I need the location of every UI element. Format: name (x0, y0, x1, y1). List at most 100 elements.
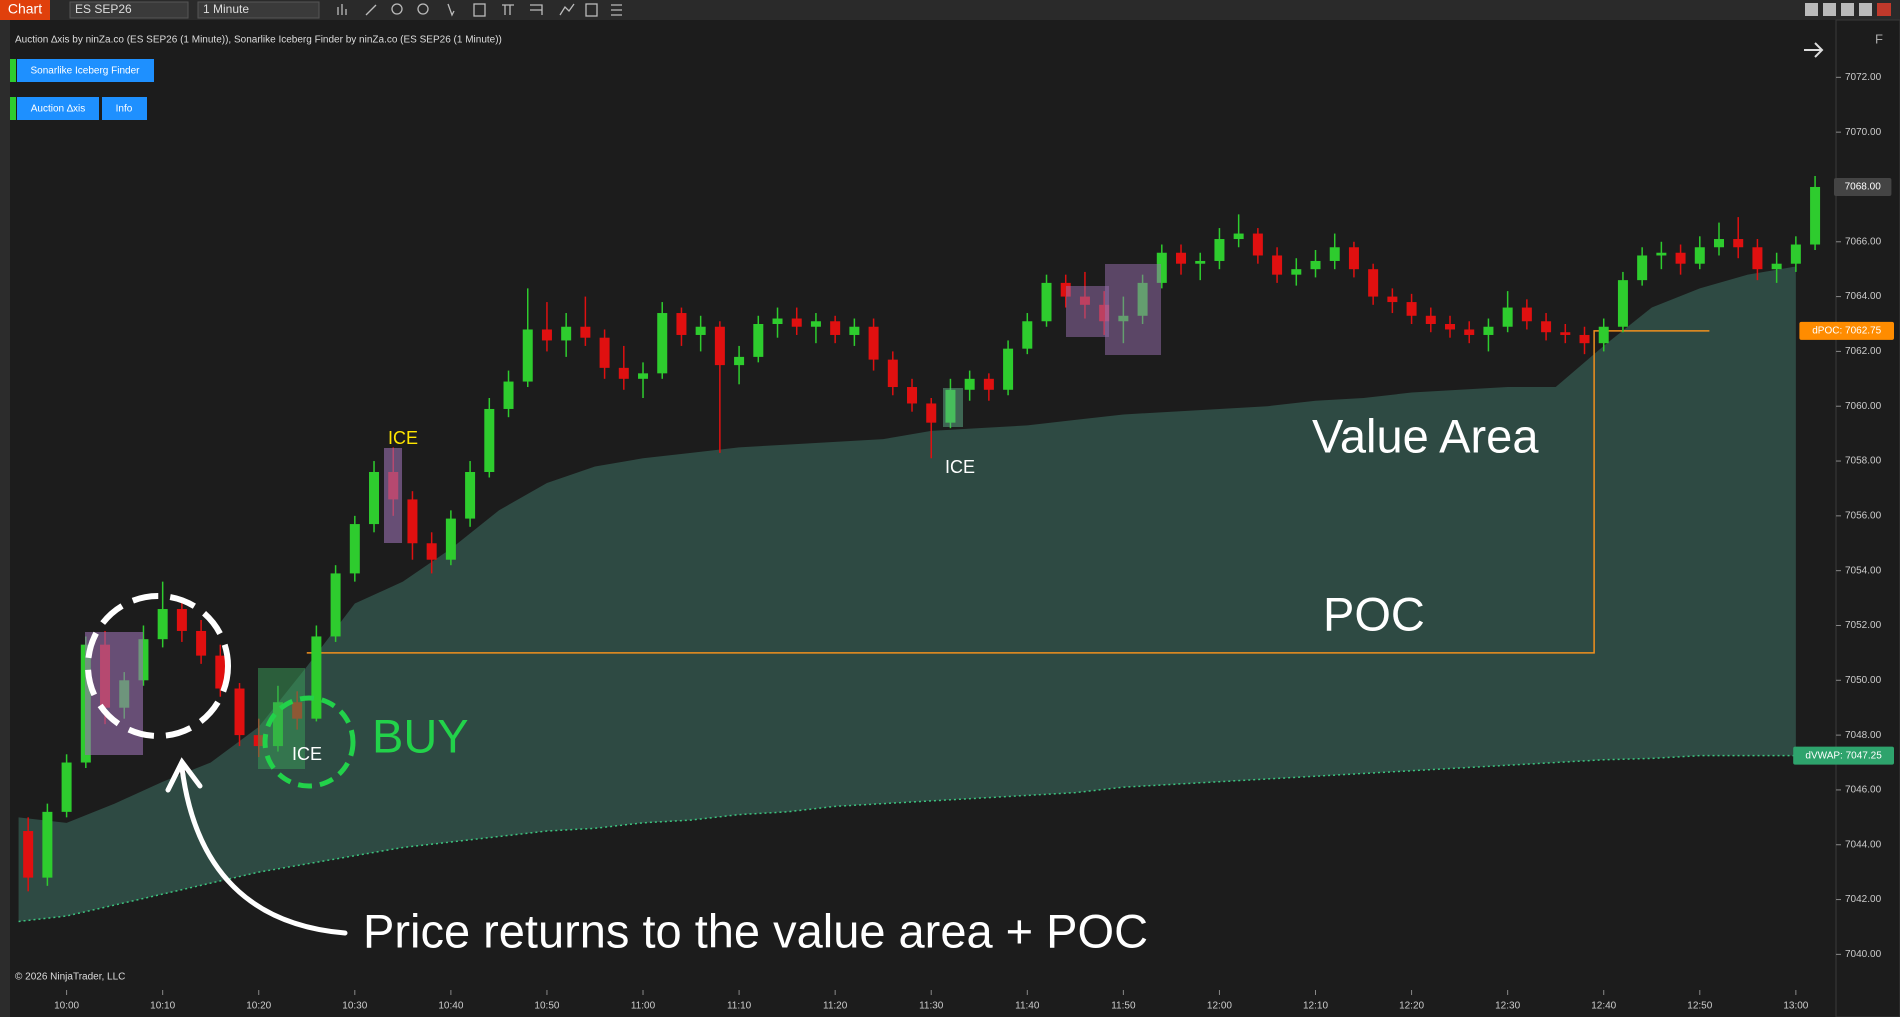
candle-body (753, 324, 764, 357)
x-tick-label: 10:30 (342, 1001, 367, 1012)
candle-body (1406, 302, 1417, 316)
candle-body (426, 543, 437, 560)
candle-body (638, 373, 649, 379)
y-tick-label: 7070.00 (1845, 127, 1882, 138)
price-tag (1793, 746, 1894, 765)
x-tick-label: 12:50 (1687, 1001, 1712, 1012)
button[interactable] (102, 97, 147, 120)
candle-body (1541, 321, 1552, 333)
candle-body (983, 378, 994, 390)
y-tick-label: 7054.00 (1845, 565, 1882, 576)
candle-body (618, 367, 629, 379)
x-tick-label: 11:20 (823, 1001, 848, 1012)
candle-body (657, 313, 668, 374)
ice-label: ICE (292, 744, 322, 764)
price-tag-label: dPOC: 7062.75 (1812, 325, 1881, 336)
x-tick-label: 10:20 (246, 1001, 271, 1012)
candle-body (810, 321, 821, 327)
y-tick-label: 7052.00 (1845, 620, 1882, 631)
candle-body (1694, 247, 1705, 264)
note: Price returns to the value area + POC (363, 904, 1148, 957)
candle-body (1560, 332, 1571, 335)
x-tick-label: 11:40 (1015, 1001, 1040, 1012)
interval-box[interactable] (197, 1, 320, 19)
y-tick-label: 7058.00 (1845, 456, 1882, 467)
candle-body (1752, 247, 1763, 270)
candle-body (1502, 307, 1513, 327)
candle-body (1714, 239, 1725, 248)
instrument: ES SEP26 (75, 2, 132, 16)
y-tick-label: 7042.00 (1845, 894, 1882, 905)
left-border (0, 20, 10, 1017)
candle-body (1041, 282, 1052, 322)
y-tick-label: 7066.00 (1845, 236, 1882, 247)
candle-body (599, 337, 610, 368)
x-tick-label: 10:40 (438, 1001, 463, 1012)
candle-body (369, 472, 380, 525)
candle-body (830, 321, 841, 335)
price-tag (1834, 177, 1892, 196)
y-tick-label: 7048.00 (1845, 730, 1882, 741)
candle-body (907, 387, 918, 404)
instrument-box[interactable] (69, 1, 189, 19)
candle-body (61, 762, 72, 812)
interval: 1 Minute (203, 2, 249, 16)
candle-body (349, 524, 360, 574)
y-tick-label: 7062.00 (1845, 346, 1882, 357)
candle-body (1617, 280, 1628, 327)
value-area-label: Value Area (1312, 409, 1539, 462)
vwap-line (18, 754, 1796, 923)
candle-body (1329, 247, 1340, 261)
candle-body (1195, 260, 1206, 264)
candle-body (734, 356, 745, 366)
ice-label: ICE (388, 428, 418, 448)
candle-body (138, 639, 149, 681)
candle-body (1003, 348, 1014, 390)
candle-body (1387, 296, 1398, 303)
x-tick-label: 10:50 (534, 1001, 559, 1012)
candle-body (1348, 247, 1359, 270)
candle-body (926, 403, 937, 423)
ice-label: ICE (945, 457, 975, 477)
candle-body (1060, 282, 1071, 297)
price-tag-label: dVWAP: 7047.25 (1805, 750, 1882, 761)
button-label: Auction ∆xis (31, 104, 85, 115)
button[interactable] (17, 97, 99, 120)
candle-body (157, 609, 168, 640)
chart-tab[interactable] (0, 0, 50, 20)
toolbar-icons[interactable] (337, 3, 622, 17)
candle-body (503, 381, 514, 409)
candle-body (445, 518, 456, 560)
candle-body (714, 326, 725, 366)
candle-body (1233, 233, 1244, 240)
x-tick-label: 12:00 (1207, 1001, 1232, 1012)
candle-body (772, 318, 783, 324)
x-tick-label: 11:30 (919, 1001, 944, 1012)
y-tick-label: 7060.00 (1845, 401, 1882, 412)
candle-body (1445, 324, 1456, 330)
candle-body (1675, 252, 1686, 264)
buy-label: BUY (372, 709, 469, 762)
button[interactable] (17, 59, 154, 82)
window-buttons[interactable] (1805, 3, 1891, 16)
candle-body (1214, 239, 1225, 261)
candle-body (1810, 186, 1821, 245)
button-flag (10, 59, 16, 82)
y-tick-label: 7046.00 (1845, 785, 1882, 796)
x-tick-label: 11:00 (631, 1001, 656, 1012)
button-label: Sonarlike Iceberg Finder (31, 66, 141, 77)
candle-body (695, 326, 706, 335)
candle-body (541, 329, 552, 341)
y-tick-label: 7072.00 (1845, 72, 1882, 83)
poc-label: POC (1323, 587, 1425, 640)
panel-button[interactable]: F (1875, 31, 1883, 46)
candle-body (330, 573, 341, 637)
candle-body (234, 688, 245, 736)
poc-line (306, 330, 1710, 654)
copyright: © 2026 NinjaTrader, LLC (15, 972, 125, 983)
x-tick-label: 10:10 (150, 1001, 175, 1012)
y-tick-label: 7064.00 (1845, 291, 1882, 302)
candle-body (676, 313, 687, 335)
scroll-arrow[interactable] (1804, 42, 1824, 58)
